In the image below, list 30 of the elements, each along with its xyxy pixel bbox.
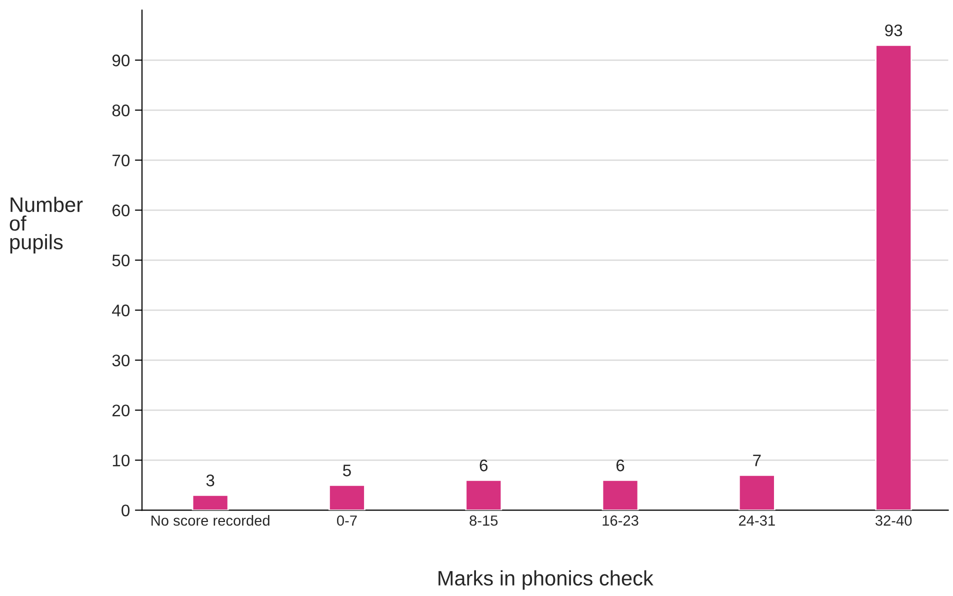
y-tick-label: 0	[122, 504, 130, 516]
data-label: 5	[343, 464, 351, 476]
x-tick-label: 0-7	[337, 515, 357, 526]
y-tick-label: 80	[112, 104, 130, 116]
bar	[192, 494, 229, 510]
y-tick-label: 20	[112, 404, 130, 416]
y-tick-label: 60	[112, 204, 130, 216]
data-label: 3	[206, 474, 214, 486]
x-tick-label: 16-23	[602, 515, 638, 526]
x-tick-label: 8-15	[470, 515, 498, 526]
x-tick-label: 32-40	[875, 515, 912, 526]
bar	[328, 484, 366, 510]
bar	[465, 479, 502, 510]
y-tick-label: 90	[112, 54, 130, 66]
y-tick-label: 70	[112, 154, 130, 166]
x-tick-label: 24-31	[739, 515, 775, 526]
y-tick-label: 30	[112, 354, 130, 366]
data-label: 7	[753, 454, 761, 466]
bar	[602, 479, 639, 510]
y-tick-label: 10	[112, 454, 130, 466]
y-tick-label: 50	[112, 254, 130, 266]
bar	[738, 474, 776, 510]
data-label: 6	[480, 460, 488, 472]
data-label: 93	[885, 24, 902, 36]
y-tick-label: 40	[112, 304, 130, 316]
x-tick-label: No score recorded	[152, 515, 270, 526]
bar	[875, 44, 912, 510]
x-axis-title: Marks in phonics check	[438, 570, 654, 590]
y-axis-title: Number of pupils	[10, 196, 83, 254]
data-label: 6	[616, 460, 624, 472]
